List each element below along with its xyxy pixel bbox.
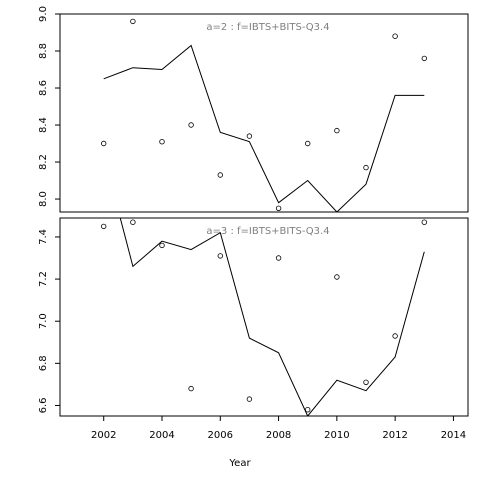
y-tick-label: 8.4 [38,117,49,133]
x-tick-label: 2006 [208,430,233,441]
observed-point [421,219,427,225]
x-tick-label: 2014 [441,430,466,441]
panel-title: a=3 : f=IBTS+BITS-Q3.4 [206,226,329,237]
observed-point [188,385,194,392]
observed-point [100,140,107,147]
observed-point [275,205,282,211]
observed-point [334,274,340,280]
y-tick-label: 8.8 [38,43,49,59]
observed-point [305,407,311,413]
panel-frame [59,217,469,417]
observed-point [159,138,165,145]
x-tick-label: 2004 [149,430,174,441]
observed-point [130,219,136,225]
observed-point [130,18,136,25]
y-tick-label: 7.0 [38,313,49,329]
x-axis: 2002 2004 2006 2008 2010 2012 2014 [91,415,466,441]
observed-point [363,164,369,171]
observed-point [392,333,398,339]
panel-a3: 6.6 6.8 7.0 7.2 7.4 a=3 : f=IBTS+BITS-Q3.4 [38,217,469,417]
fitted-line [119,218,425,416]
observed-point [305,140,311,147]
fitted-line [103,44,425,212]
panel-frame [59,13,469,213]
observed-point [100,223,107,230]
observed-point [421,55,427,62]
y-tick-label: 8.0 [38,191,49,207]
observed-point [392,33,398,39]
y-tick-label: 8.2 [38,154,49,170]
y-tick-label: 7.2 [38,271,49,287]
observed-point [246,396,253,402]
y-tick-label: 6.8 [38,355,49,371]
panel-title: a=2 : f=IBTS+BITS-Q3.4 [206,22,329,33]
y-tick-label: 8.6 [38,80,49,96]
observed-point [217,172,223,178]
x-tick-label: 2012 [382,430,407,441]
observed-point [159,242,165,249]
panel-a2: 8.0 8.2 8.4 8.6 8.8 9.0 a=2 : f=IBTS+BITS-Q3.4 [38,6,469,213]
x-tick-label: 2008 [266,430,291,441]
observed-point [246,133,253,139]
y-tick-label: 6.6 [38,398,49,414]
observed-point [188,122,194,128]
x-tick-label: 2002 [91,430,116,441]
y-tick-label: 7.4 [38,229,49,245]
observed-point [217,253,223,259]
observed-point [363,379,369,385]
x-tick-label: 2010 [324,430,349,441]
observed-point [334,127,340,134]
observed-point [275,255,282,261]
y-tick-label: 9.0 [38,6,49,22]
x-axis-label: Year [228,458,251,469]
